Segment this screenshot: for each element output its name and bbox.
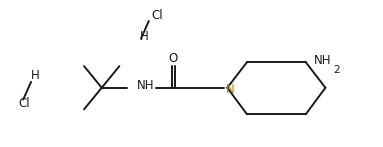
Text: N: N (226, 83, 235, 96)
Text: NH: NH (314, 54, 331, 67)
Text: H: H (139, 30, 148, 43)
Text: 2: 2 (333, 65, 340, 75)
Text: Cl: Cl (18, 97, 30, 110)
Text: Cl: Cl (152, 9, 164, 22)
Text: O: O (169, 52, 178, 65)
Text: NH: NH (137, 79, 155, 92)
Text: H: H (31, 69, 39, 82)
